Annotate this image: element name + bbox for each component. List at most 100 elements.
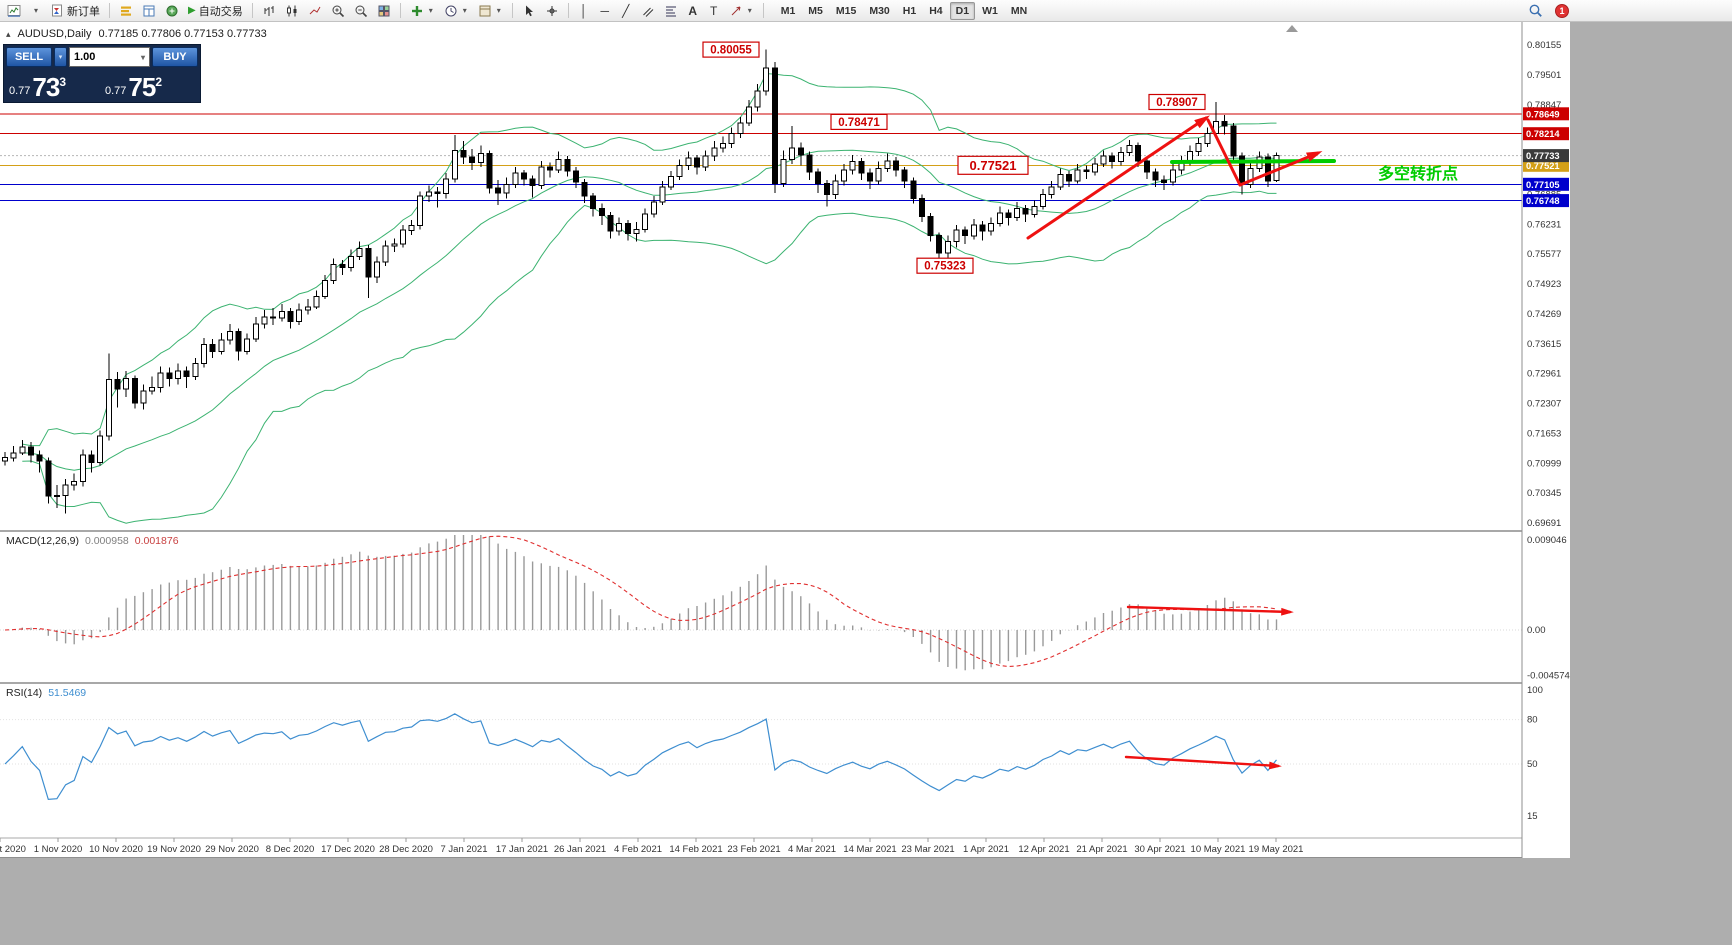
- buy-price-display: 0.77 75 2: [102, 69, 198, 100]
- new-chart-dropdown[interactable]: ▾: [26, 1, 46, 21]
- search-icon: [1529, 4, 1542, 17]
- trend-arrows[interactable]: [1026, 115, 1323, 770]
- new-chart-button[interactable]: [3, 1, 25, 21]
- tile-windows-icon: [378, 5, 390, 16]
- volume-input[interactable]: 1.00 ▾: [69, 47, 150, 67]
- svg-text:8 Dec 2020: 8 Dec 2020: [266, 844, 315, 855]
- search-button[interactable]: [1524, 1, 1547, 21]
- svg-text:0.76748: 0.76748: [1526, 196, 1560, 206]
- svg-text:0.72307: 0.72307: [1527, 399, 1561, 410]
- timeframe-button-m1[interactable]: M1: [780, 4, 796, 17]
- new-order-button[interactable]: 新订单: [47, 1, 104, 21]
- rsi-indicator-label: RSI(14) 51.5469: [6, 687, 86, 699]
- svg-text:0.74923: 0.74923: [1527, 279, 1561, 290]
- timeframe-button-m30[interactable]: M30: [869, 4, 890, 17]
- vertical-line-icon: │: [579, 3, 588, 18]
- autotrading-button[interactable]: ▶ 自动交易: [184, 1, 247, 21]
- zoom-in-button[interactable]: [327, 1, 349, 21]
- svg-text:0.77733: 0.77733: [1526, 151, 1560, 161]
- templates-button[interactable]: ▾: [474, 1, 507, 21]
- new-order-label: 新订单: [67, 5, 100, 18]
- timeframe-button-m5[interactable]: M5: [808, 4, 823, 17]
- horizontal-lines[interactable]: [0, 113, 1522, 202]
- time-axis[interactable]: 22 Oct 2020 1 Nov 2020 10 Nov 2020 19 Nov 2…: [0, 838, 1303, 855]
- toolbar-separator: [762, 3, 764, 18]
- svg-text:0.78649: 0.78649: [1526, 109, 1560, 119]
- svg-text:19 Nov 2020: 19 Nov 2020: [147, 844, 201, 855]
- candlestick-icon: [286, 5, 297, 16]
- timeframe-button-h1[interactable]: H1: [902, 4, 917, 17]
- toolbar-separator: [109, 3, 110, 18]
- notification-badge[interactable]: 1: [1555, 3, 1569, 18]
- timeframe-button-mn[interactable]: MN: [1010, 4, 1028, 17]
- svg-text:0.75577: 0.75577: [1527, 249, 1561, 260]
- vertical-line-tool-button[interactable]: │: [574, 1, 594, 21]
- svg-text:30 Apr 2021: 30 Apr 2021: [1134, 844, 1185, 855]
- text-tool-button[interactable]: A: [683, 1, 703, 21]
- price-axis[interactable]: 0.801550.795010.788470.781930.775390.768…: [1521, 22, 1570, 858]
- horizontal-line-tool-button[interactable]: ─: [595, 1, 615, 21]
- svg-text:10 May 2021: 10 May 2021: [1191, 844, 1246, 855]
- cursor-tool-button[interactable]: [518, 1, 540, 21]
- svg-text:-0.004574: -0.004574: [1527, 670, 1570, 681]
- buy-button[interactable]: BUY: [152, 47, 198, 67]
- support-level-line[interactable]: [1170, 159, 1336, 164]
- annotation-note[interactable]: 多空转折点: [1378, 166, 1459, 183]
- zoom-out-button[interactable]: [350, 1, 372, 21]
- timeframe-button-h4[interactable]: H4: [929, 4, 943, 17]
- bar-chart-mode-button[interactable]: [258, 1, 280, 21]
- candlestick-mode-button[interactable]: [281, 1, 303, 21]
- oneclick-toggle-icon[interactable]: ▴: [6, 28, 11, 39]
- sell-price-prefix: 0.77: [9, 85, 31, 97]
- data-window-button[interactable]: [138, 1, 160, 21]
- svg-text:0.76231: 0.76231: [1527, 219, 1561, 230]
- volume-dropdown-icon[interactable]: ▾: [140, 52, 145, 62]
- macd-pane: [0, 535, 1522, 671]
- timeframe-button-m15[interactable]: M15: [835, 4, 857, 17]
- pane-separators[interactable]: [0, 530, 1570, 839]
- rsi-value: 51.5469: [48, 687, 87, 699]
- market-watch-button[interactable]: [115, 1, 137, 21]
- symbol-period-label: AUDUSD,Daily: [17, 28, 92, 40]
- label-tool-button[interactable]: T: [704, 1, 724, 21]
- line-chart-mode-button[interactable]: [304, 1, 326, 21]
- new-order-icon: [52, 4, 62, 17]
- svg-text:14 Feb 2021: 14 Feb 2021: [669, 844, 722, 855]
- price-annotations[interactable]: 0.80055 0.78471 0.78907 0.77521 0.75323: [702, 41, 1206, 274]
- sell-price-display: 0.77 73 3: [6, 69, 102, 100]
- autotrading-label: 自动交易: [198, 5, 243, 18]
- svg-text:4 Mar 2021: 4 Mar 2021: [788, 844, 836, 855]
- indicators-button[interactable]: ▾: [406, 1, 439, 21]
- toolbar-separator: [399, 3, 401, 18]
- trendline-tool-button[interactable]: ╱: [616, 1, 636, 21]
- toolbar-separator: [567, 3, 569, 18]
- svg-text:0.69691: 0.69691: [1527, 518, 1561, 529]
- chart-canvas[interactable]: 0.80055 0.78471 0.78907 0.77521 0.75323 0.801…: [0, 22, 1570, 858]
- crosshair-tool-button[interactable]: [541, 1, 563, 21]
- svg-text:4 Feb 2021: 4 Feb 2021: [614, 844, 662, 855]
- timeframe-button-d1[interactable]: D1: [949, 1, 976, 20]
- svg-text:29 Nov 2020: 29 Nov 2020: [205, 844, 259, 855]
- channel-tool-button[interactable]: [637, 1, 659, 21]
- navigator-button[interactable]: [161, 1, 183, 21]
- clock-icon: [445, 5, 457, 16]
- shapes-tool-button[interactable]: ▾: [725, 1, 758, 21]
- periods-button[interactable]: ▾: [440, 1, 473, 21]
- candlestick-series: [2, 49, 1280, 514]
- svg-text:15: 15: [1527, 811, 1538, 822]
- sell-options-dropdown[interactable]: ▾: [54, 47, 67, 67]
- svg-text:28 Dec 2020: 28 Dec 2020: [379, 844, 433, 855]
- svg-text:14 Mar 2021: 14 Mar 2021: [843, 844, 896, 855]
- fibonacci-tool-button[interactable]: [660, 1, 682, 21]
- sell-price-big: 73: [32, 72, 60, 102]
- sell-button[interactable]: SELL: [6, 47, 52, 67]
- text-tool-icon: A: [688, 3, 698, 18]
- svg-text:100: 100: [1527, 685, 1543, 696]
- svg-text:7 Jan 2021: 7 Jan 2021: [440, 844, 487, 855]
- svg-text:0.77105: 0.77105: [1526, 180, 1560, 190]
- svg-text:0.72961: 0.72961: [1527, 369, 1561, 380]
- tile-windows-button[interactable]: [373, 1, 395, 21]
- svg-text:0.73615: 0.73615: [1527, 339, 1561, 350]
- timeframe-button-w1[interactable]: W1: [982, 4, 998, 17]
- buy-price-prefix: 0.77: [105, 85, 127, 97]
